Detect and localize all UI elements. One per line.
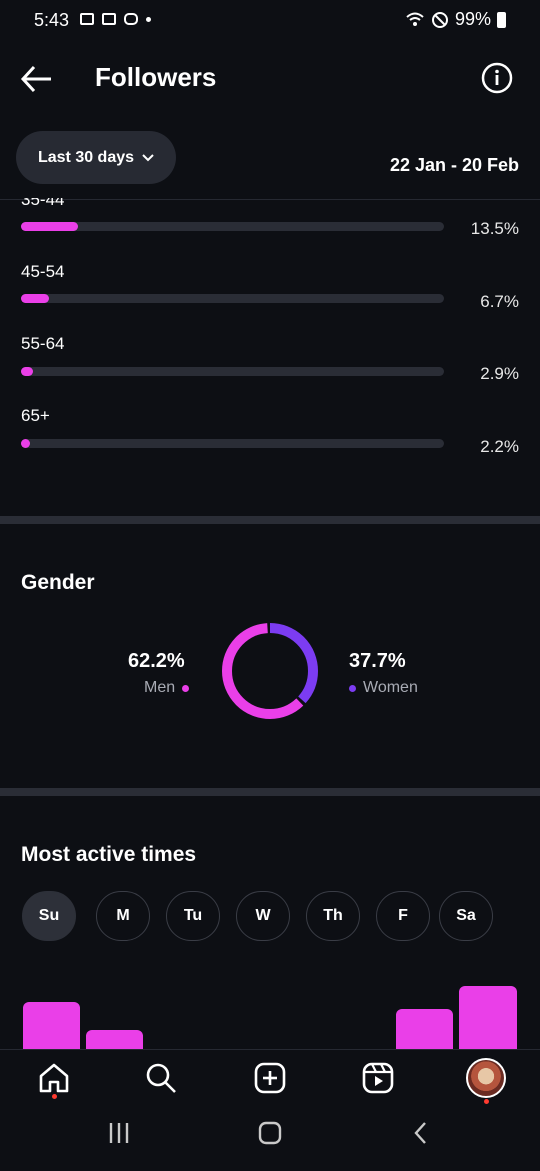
age-bar-track (21, 294, 444, 303)
section-divider (0, 788, 540, 796)
create-icon[interactable] (252, 1060, 288, 1096)
age-bar-track (21, 222, 444, 231)
age-label: 35-44 (21, 190, 65, 209)
age-percent: 6.7% (480, 292, 519, 311)
reels-icon[interactable] (360, 1060, 396, 1096)
info-icon[interactable] (481, 62, 513, 94)
profile-avatar[interactable] (466, 1058, 506, 1098)
day-chip-saturday[interactable]: Sa (439, 891, 493, 941)
wifi-icon (406, 12, 424, 26)
men-legend: Men (144, 679, 190, 697)
home-icon[interactable] (36, 1060, 72, 1096)
do-not-disturb-icon (431, 11, 448, 28)
period-dropdown[interactable]: Last 30 days (16, 131, 176, 184)
day-chip-wednesday[interactable]: W (236, 891, 290, 941)
home-button-icon[interactable] (255, 1118, 285, 1148)
age-percent: 2.9% (480, 364, 519, 383)
divider (0, 199, 540, 200)
age-bar-fill (21, 294, 49, 303)
age-bar-track (21, 367, 444, 376)
activity-bar (86, 1030, 143, 1049)
men-percent: 62.2% (128, 650, 185, 672)
gender-donut-chart (222, 623, 318, 719)
donut-men-arc (222, 623, 318, 719)
day-chip-sunday[interactable]: Su (22, 891, 76, 941)
age-label: 55-64 (21, 334, 65, 353)
women-percent: 37.7% (349, 650, 406, 672)
donut-women-arc (222, 623, 318, 719)
day-chip-thursday[interactable]: Th (306, 891, 360, 941)
day-chip-friday[interactable]: F (376, 891, 430, 941)
age-bar-fill (21, 439, 30, 448)
bottom-nav (0, 1049, 540, 1171)
age-bar-fill (21, 222, 78, 231)
section-divider (0, 516, 540, 524)
activity-bar (459, 986, 517, 1049)
age-bar-fill (21, 367, 33, 376)
battery-percent: 99% (454, 9, 491, 29)
chevron-down-icon (142, 153, 154, 161)
notification-icons (80, 13, 151, 25)
video-icon (102, 13, 116, 25)
women-legend: Women (349, 679, 418, 697)
men-dot (182, 684, 190, 692)
day-chip-monday[interactable]: M (96, 891, 150, 941)
more-notifications-icon (146, 16, 151, 22)
back-arrow-icon[interactable] (20, 62, 54, 96)
date-range: 22 Jan - 20 Feb (389, 155, 519, 175)
women-label: Women (363, 679, 418, 696)
status-right: 99% (405, 9, 506, 30)
men-label: Men (144, 679, 176, 696)
women-dot (349, 684, 356, 692)
active-times-title: Most active times (21, 843, 197, 866)
home-notification-dot (52, 1094, 57, 1099)
status-time: 5:43 (34, 10, 70, 30)
system-back-icon[interactable] (406, 1118, 436, 1148)
gallery-icon (80, 13, 94, 25)
age-label: 45-54 (21, 262, 65, 281)
age-label: 65+ (21, 406, 50, 425)
discord-icon (124, 13, 138, 25)
period-label: Last 30 days (37, 148, 135, 166)
day-chip-tuesday[interactable]: Tu (166, 891, 220, 941)
gender-title: Gender (21, 571, 95, 594)
page-title: Followers (95, 62, 217, 92)
age-percent: 2.2% (480, 437, 519, 456)
search-icon[interactable] (143, 1060, 179, 1096)
age-bar-track (21, 439, 444, 448)
battery-icon (497, 11, 506, 28)
age-percent: 13.5% (470, 219, 519, 238)
activity-bar (396, 1009, 453, 1049)
activity-bar (23, 1002, 80, 1049)
recent-apps-icon[interactable] (104, 1118, 134, 1148)
status-bar: 5:43 99% (0, 0, 540, 42)
profile-notification-dot (484, 1099, 489, 1104)
